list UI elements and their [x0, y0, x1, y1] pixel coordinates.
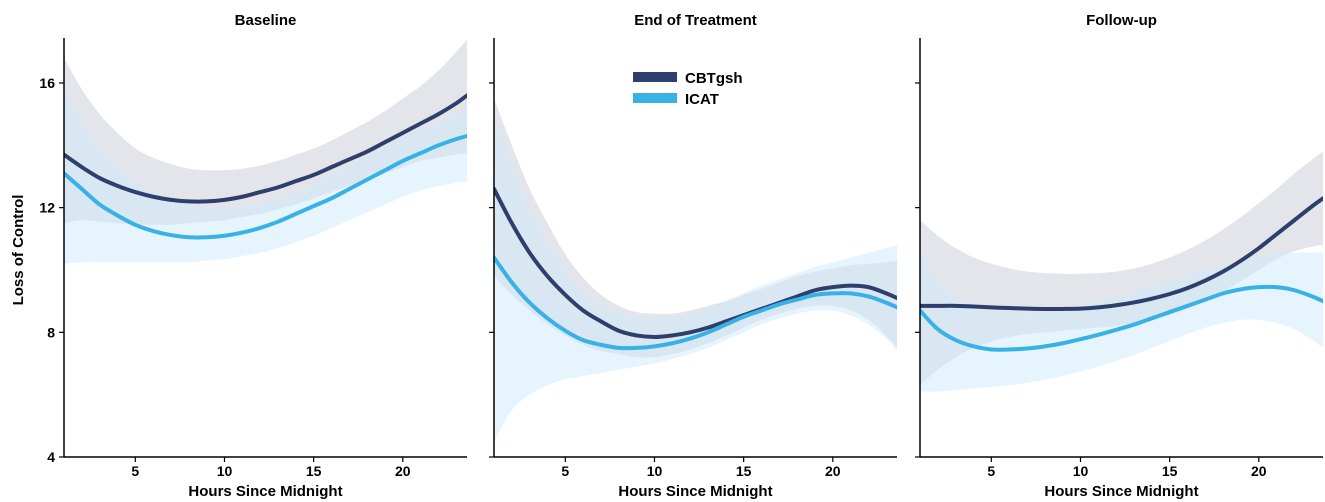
panels-layer: 4 8 12 16 5 10 15 20 Baseline Hours Since Midnigh…: [39, 12, 1323, 500]
legend-swatch-cbtgsh: [633, 72, 677, 82]
x-tick-label: 10: [217, 463, 233, 479]
x-tick-label: 10: [647, 463, 663, 479]
panel-title: Baseline: [235, 12, 297, 29]
series-line-cbtgsh: [920, 196, 1323, 311]
x-tick-label: 5: [561, 463, 569, 479]
x-axis-title: Hours Since Midnight: [618, 483, 772, 500]
series-line-icat: [64, 133, 467, 240]
x-axis-title: Hours Since Midnight: [188, 483, 342, 500]
legend-label-cbtgsh: CBTgsh: [685, 70, 743, 87]
series-line-cbtgsh: [64, 93, 467, 204]
panel-baseline: 4 8 12 16 5 10 15 20 Baseline Hours Since Midnigh…: [39, 12, 467, 500]
confidence-band-icat: [920, 251, 1323, 392]
x-tick-label: 15: [306, 463, 322, 479]
x-tick-label: 5: [987, 463, 995, 479]
x-tick-label: 20: [1251, 463, 1267, 479]
legend-swatch-icat: [633, 93, 677, 103]
confidence-band-icat: [494, 114, 897, 442]
x-tick-label: 20: [395, 463, 411, 479]
x-tick-label: 10: [1073, 463, 1089, 479]
y-tick-label: 8: [47, 324, 55, 340]
panel-title: End of Treatment: [634, 12, 757, 29]
y-tick-label: 16: [39, 75, 55, 91]
confidence-band-icat: [64, 89, 467, 264]
y-tick-label: 12: [39, 200, 55, 216]
y-tick-label: 4: [47, 449, 55, 465]
panel-follow-up: 5 10 15 20 Follow-up Hours Since Midnight: [915, 12, 1323, 500]
series-line-icat: [494, 255, 897, 351]
x-tick-label: 20: [825, 463, 841, 479]
series-line-icat: [920, 284, 1323, 352]
x-axis-title: Hours Since Midnight: [1044, 483, 1198, 500]
x-tick-label: 15: [1162, 463, 1178, 479]
panel-end-of-treatment: 5 10 15 20 End of Treatment Hours Since Midni…: [489, 12, 897, 500]
legend: CBTgsh ICAT: [633, 70, 743, 108]
legend-label-icat: ICAT: [685, 91, 719, 108]
x-tick-label: 5: [131, 463, 139, 479]
x-tick-label: 15: [736, 463, 752, 479]
series-line-cbtgsh: [494, 186, 897, 340]
panel-title: Follow-up: [1086, 12, 1157, 29]
y-axis-title: Loss of Control: [10, 195, 27, 306]
